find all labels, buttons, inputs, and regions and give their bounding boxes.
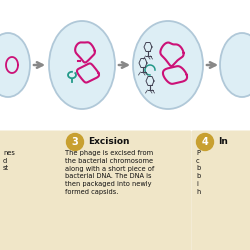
Text: P
c
b
b
i
h: P c b b i h [196,150,200,195]
Text: Excision: Excision [88,136,130,145]
Ellipse shape [133,21,203,109]
Text: In: In [218,136,228,145]
Ellipse shape [220,33,250,97]
Circle shape [66,134,84,150]
Text: The phage is excised from
the bacterial chromosome
along with a short piece of
b: The phage is excised from the bacterial … [65,150,154,195]
FancyBboxPatch shape [60,130,192,250]
Text: 3: 3 [72,137,78,147]
Ellipse shape [49,21,115,109]
Ellipse shape [0,33,30,97]
Circle shape [196,134,214,150]
Text: nes
d
st: nes d st [3,150,15,172]
FancyBboxPatch shape [192,130,250,250]
FancyBboxPatch shape [0,130,62,250]
Text: 4: 4 [202,137,208,147]
